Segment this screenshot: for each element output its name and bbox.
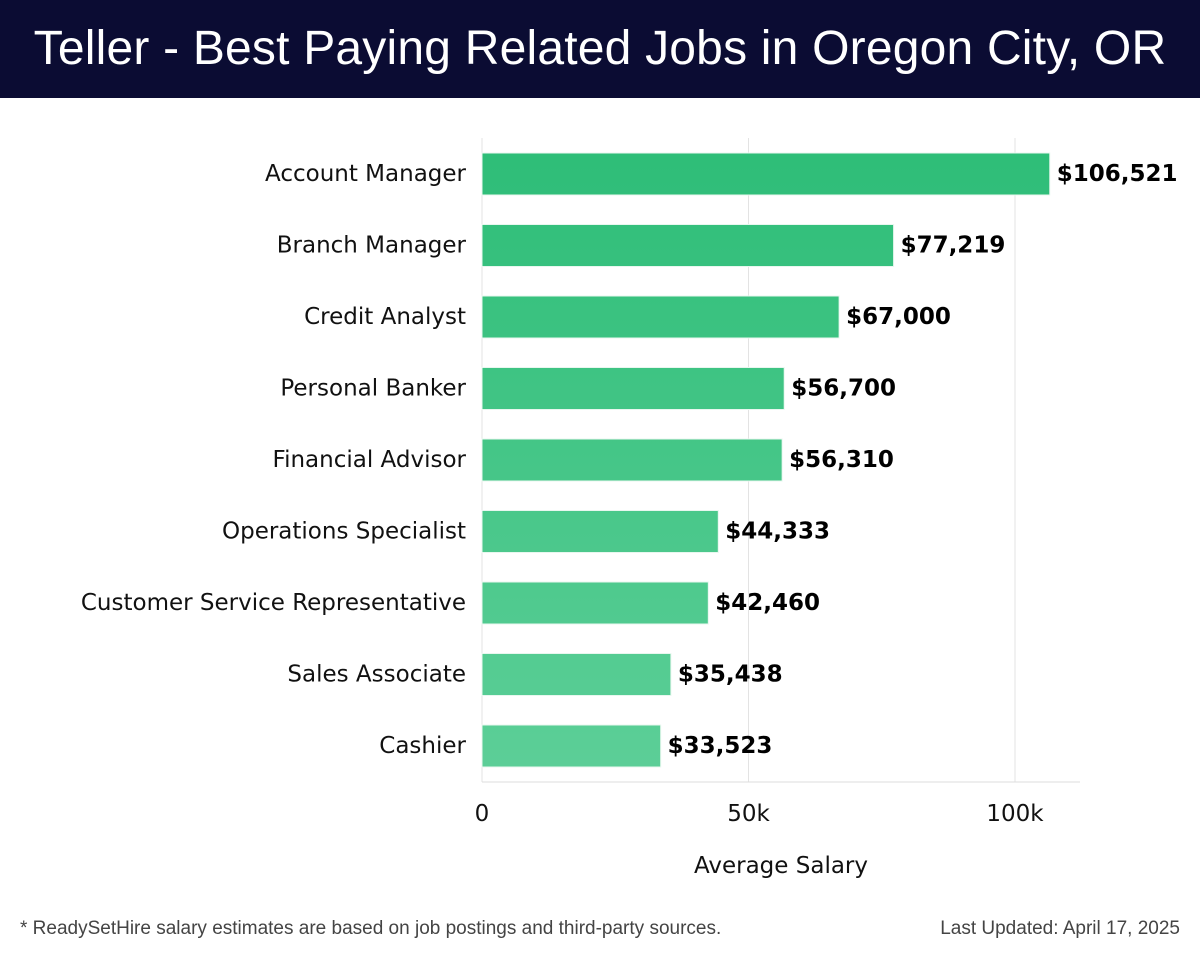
x-tick-label: 0	[475, 801, 490, 827]
bar	[481, 581, 709, 625]
x-tick-label: 50k	[727, 801, 770, 827]
category-label: Sales Associate	[287, 662, 466, 688]
value-label: $77,219	[901, 233, 1006, 259]
chart-title: Teller - Best Paying Related Jobs in Ore…	[33, 22, 1167, 75]
value-label: $67,000	[846, 304, 951, 330]
value-label: $35,438	[678, 662, 783, 688]
x-axis-title: Average Salary	[694, 853, 868, 879]
footnote: * ReadySetHire salary estimates are base…	[20, 918, 722, 939]
last-updated: Last Updated: April 17, 2025	[940, 918, 1180, 939]
category-label: Customer Service Representative	[81, 590, 466, 616]
category-label: Branch Manager	[277, 233, 467, 259]
category-label: Financial Advisor	[273, 447, 467, 473]
value-label: $42,460	[715, 590, 820, 616]
category-label: Credit Analyst	[304, 304, 466, 330]
bar	[481, 152, 1051, 196]
bar	[481, 224, 895, 267]
value-label: $44,333	[725, 519, 830, 545]
category-label: Cashier	[379, 733, 466, 759]
category-label: Account Manager	[265, 161, 467, 187]
value-label: $33,523	[668, 733, 773, 759]
bar	[481, 653, 672, 696]
category-label: Personal Banker	[280, 376, 466, 402]
bar	[481, 510, 719, 553]
value-label: $56,310	[789, 447, 894, 473]
x-tick-label: 100k	[986, 801, 1044, 827]
bar	[481, 724, 662, 768]
header-bar: Teller - Best Paying Related Jobs in Ore…	[0, 0, 1200, 98]
bar-chart: Account Manager $106,521 Branch Manager $77…	[81, 138, 1178, 879]
bar	[481, 295, 840, 339]
category-label: Operations Specialist	[222, 519, 466, 545]
value-label: $106,521	[1057, 161, 1178, 187]
bar	[481, 438, 783, 482]
value-label: $56,700	[791, 376, 896, 402]
bar	[481, 367, 785, 410]
